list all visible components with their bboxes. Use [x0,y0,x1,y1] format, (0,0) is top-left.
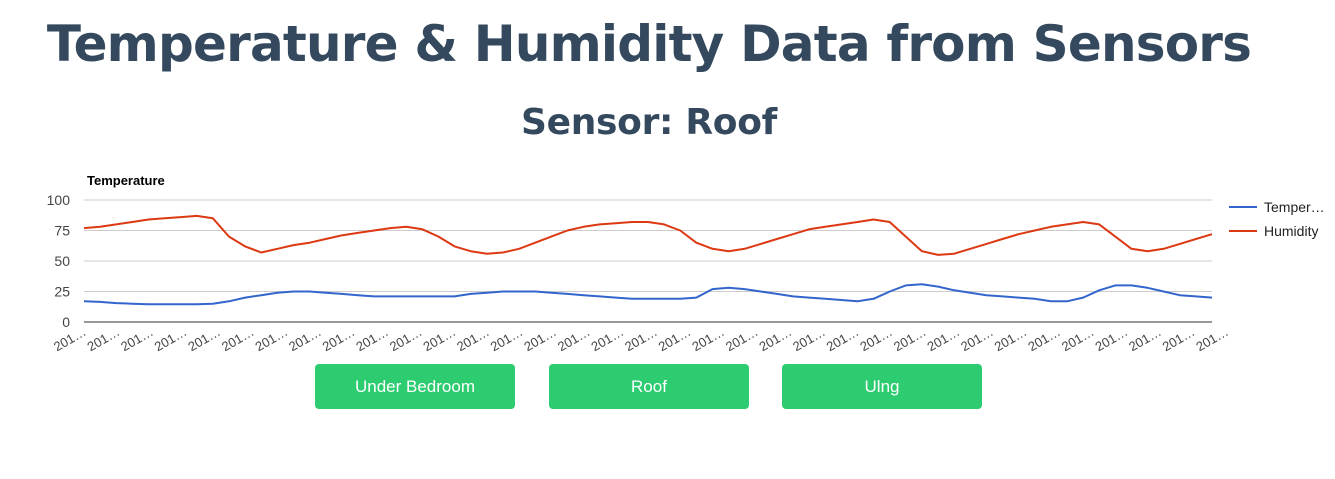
x-tick-label: 201… [992,324,1030,354]
y-axis-ticks: 0 25 50 75 100 [47,192,71,330]
x-tick-label: 201… [857,324,895,354]
x-tick-label: 201… [1193,324,1231,354]
x-tick-label: 201… [723,324,761,354]
x-tick-label: 201… [1160,324,1198,354]
sensor-button-row: Under Bedroom Roof Ulng [0,364,1335,412]
page-title: Temperature & Humidity Data from Sensors [46,15,1252,73]
x-tick-label: 201… [958,324,996,354]
x-tick-label: 201… [1093,324,1131,354]
series-line-humidity [83,214,1213,256]
series-line-temperature [83,283,1213,306]
x-tick-label: 201… [1059,324,1097,354]
ulng-button[interactable]: Ulng [782,364,982,409]
x-tick-label: 201… [790,324,828,354]
series-lines [83,214,1213,306]
x-tick-label: 201… [824,324,862,354]
x-axis-ticks: 201…201…201…201…201…201…201…201…201…201…… [51,324,1231,354]
x-tick-label: 201… [656,324,694,354]
x-tick-label: 201… [521,324,559,354]
x-tick-label: 201… [353,324,391,354]
y-tick-label: 100 [47,192,71,208]
x-tick-label: 201… [589,324,627,354]
x-tick-label: 201… [488,324,526,354]
line-chart: Temperature 0 25 50 75 100 201… 201… 201… 201… 2… [0,160,1335,365]
y-tick-label: 25 [54,284,70,300]
x-tick-label: 201… [219,324,257,354]
x-tick-label: 201… [925,324,963,354]
under-bedroom-button[interactable]: Under Bedroom [315,364,515,409]
sensor-title: Sensor: Roof [520,102,778,143]
chart-title: Temperature [87,173,165,188]
legend-label: Humidity [1264,223,1318,239]
x-tick-label: 201… [320,324,358,354]
x-tick-label: 201… [891,324,929,354]
x-tick-label: 201… [454,324,492,354]
x-tick-label: 201… [757,324,795,354]
x-tick-label: 201… [1025,324,1063,354]
x-tick-label: 201… [286,324,324,354]
x-tick-label: 201… [555,324,593,354]
roof-button[interactable]: Roof [549,364,749,409]
x-tick-label: 201… [85,324,123,354]
x-tick-label: 201… [185,324,223,354]
x-tick-label: 201… [152,324,190,354]
legend: Temper… Humidity [1229,199,1325,239]
y-tick-label: 0 [62,314,70,330]
grid-lines [84,199,1212,323]
x-tick-label: 201… [253,324,291,354]
x-tick-label: 201… [118,324,156,354]
x-tick-label: 201… [1126,324,1164,354]
legend-label: Temper… [1264,199,1325,215]
x-tick-label: 201… [689,324,727,354]
y-tick-label: 50 [54,253,70,269]
y-tick-label: 75 [54,223,70,239]
x-tick-label: 201… [421,324,459,354]
x-tick-label: 201… [387,324,425,354]
x-tick-label: 201… [622,324,660,354]
